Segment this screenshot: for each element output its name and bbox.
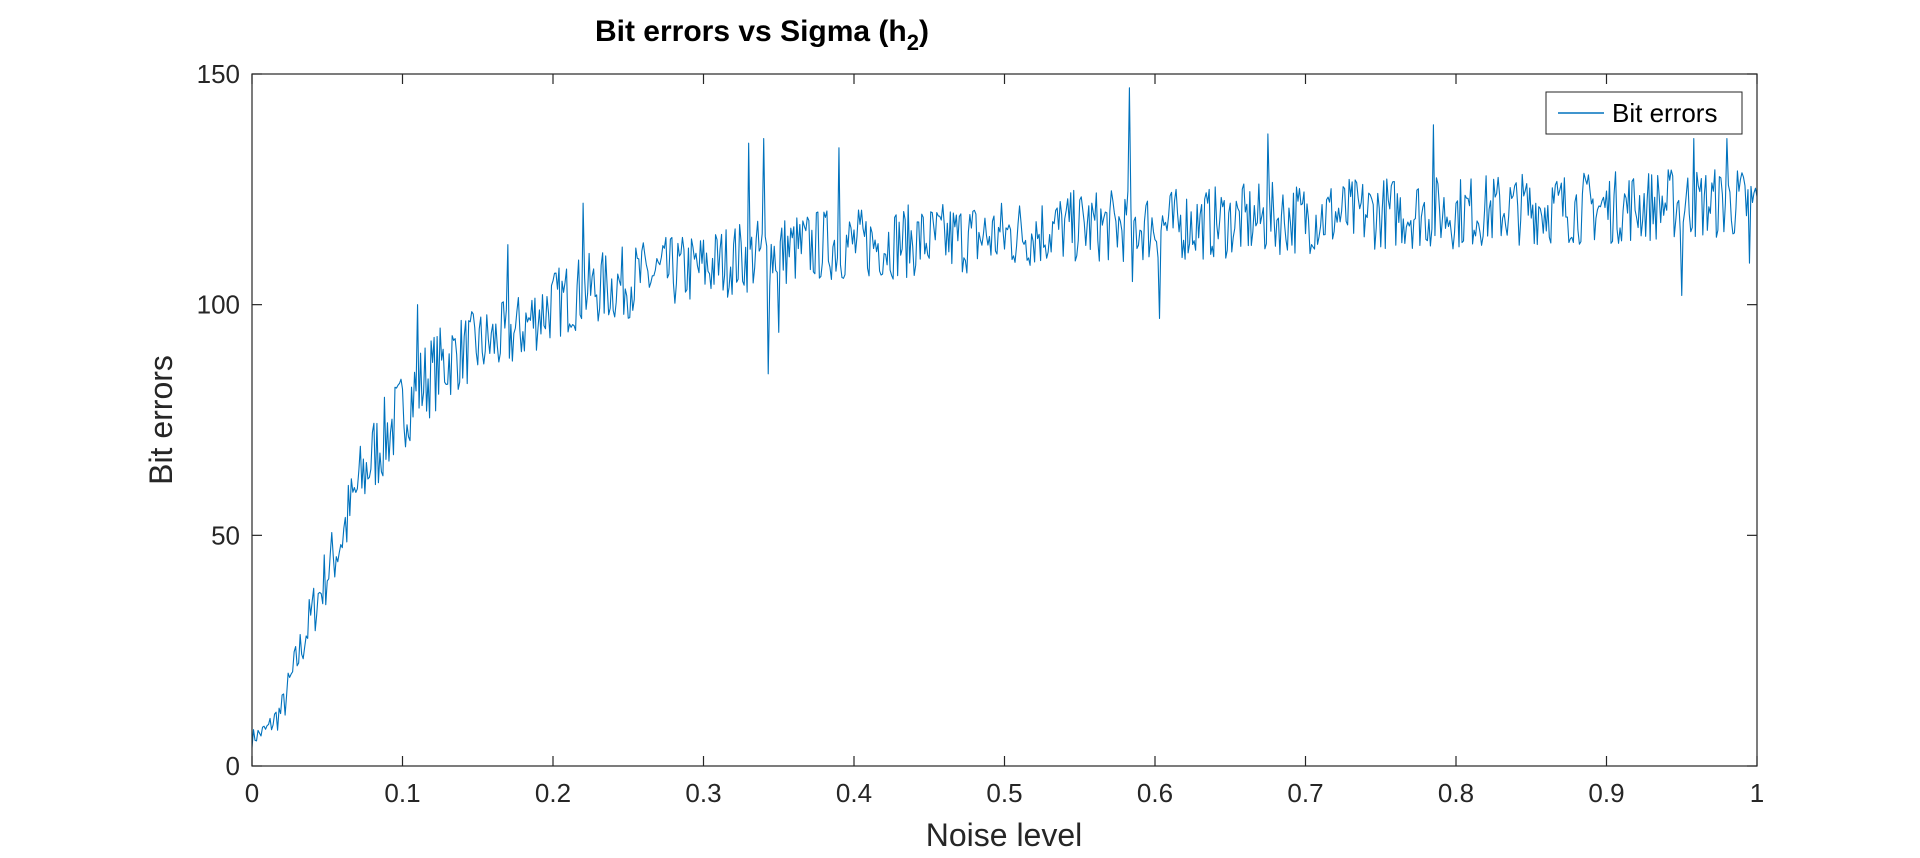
x-tick-label: 0.4 <box>836 778 872 808</box>
x-tick-label: 0.9 <box>1588 778 1624 808</box>
legend-label: Bit errors <box>1612 98 1717 128</box>
axes-layer <box>251 73 1758 767</box>
series-line-bit-errors <box>251 87 1758 748</box>
x-tick-label: 0.2 <box>535 778 571 808</box>
x-tick-labels: 0 0.1 0.2 0.3 0.4 0.5 0.6 0.7 0.8 0.9 1 <box>245 778 1764 808</box>
y-axis-label: Bit errors <box>143 355 179 485</box>
chart-title-close: ) <box>919 15 929 48</box>
x-tick-label: 1 <box>1750 778 1764 808</box>
legend: Bit errors <box>1545 91 1743 135</box>
chart-title-subscript: 2 <box>907 30 919 55</box>
x-tick-label: 0.3 <box>685 778 721 808</box>
series-layer <box>251 87 1758 748</box>
plot-area <box>252 74 1757 766</box>
x-tick-label: 0.7 <box>1287 778 1323 808</box>
y-tick-label: 150 <box>197 59 240 89</box>
chart-title: Bit errors vs Sigma (h2) <box>595 15 929 55</box>
y-tick-label: 50 <box>211 520 240 550</box>
chart-title-main: Bit errors vs Sigma (h <box>595 15 907 48</box>
x-tick-label: 0.5 <box>986 778 1022 808</box>
x-tick-label: 0.6 <box>1137 778 1173 808</box>
x-axis-label: Noise level <box>926 817 1083 853</box>
x-tick-label: 0 <box>245 778 259 808</box>
y-tick-label: 0 <box>226 751 240 781</box>
x-tick-label: 0.1 <box>384 778 420 808</box>
y-tick-label: 100 <box>197 290 240 320</box>
y-tick-labels: 0 50 100 150 <box>197 59 240 781</box>
x-tick-label: 0.8 <box>1438 778 1474 808</box>
